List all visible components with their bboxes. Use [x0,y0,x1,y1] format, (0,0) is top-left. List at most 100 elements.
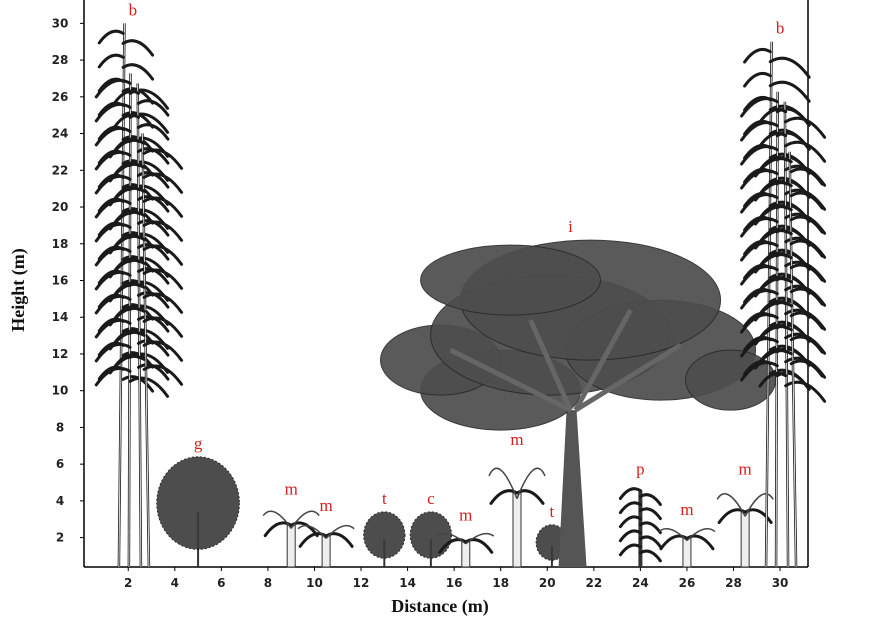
y-tick-label: 20 [52,200,69,214]
y-tick-label: 16 [52,273,69,287]
plant-label: t [382,489,387,508]
leaf [620,545,640,555]
crown [364,512,405,558]
leaf [144,222,181,240]
x-tick-label: 10 [306,576,323,590]
plant [298,526,354,567]
plant-label: t [550,502,555,521]
leaf [745,73,771,86]
plant [364,512,405,567]
y-tick-label: 8 [56,420,64,434]
y-axis-title: Height (m) [8,248,29,331]
leaf [770,82,809,101]
x-tick-label: 18 [492,576,509,590]
pseudostem [513,493,521,567]
leaf [144,198,181,216]
plant [157,457,240,567]
x-tick-label: 28 [725,576,742,590]
leaf [745,49,771,62]
plant [742,42,825,567]
leaf [620,503,640,513]
leaf [144,270,181,288]
plant-label: b [776,19,785,38]
y-tick-label: 2 [56,531,64,545]
leaf [123,41,152,55]
plant-label: m [510,430,523,449]
x-tick-label: 12 [353,576,370,590]
leaf [123,65,152,79]
x-tick-label: 30 [772,576,789,590]
leaf [620,517,640,527]
leaf [620,531,640,541]
y-tick-label: 28 [52,53,69,67]
pseudostem [683,538,691,567]
leaf [640,523,660,533]
leaf [144,150,181,168]
plant-label: p [636,460,645,479]
leaf [144,246,181,264]
y-tick-label: 14 [52,310,69,324]
plant-label: b [129,0,138,19]
leaf [99,31,123,43]
vegetation-profile: Distance (m) Height (m) b g m m t c m m t i p m m b 2… [0,0,891,619]
canopy [421,245,601,315]
x-tick-label: 20 [539,576,556,590]
x-tick-label: 2 [124,576,132,590]
plant-label: g [194,434,203,453]
plant-label: m [459,505,472,524]
plant-label: m [319,496,332,515]
x-tick-label: 4 [171,576,179,590]
leaf [144,294,181,312]
plant [410,512,451,567]
plants: b g m m t c m m t i p m m b [96,0,824,567]
leaf [115,115,139,127]
crown [410,512,451,558]
crown [157,457,240,550]
x-tick-label: 24 [632,576,649,590]
y-tick-label: 18 [52,237,69,251]
y-tick-label: 4 [56,494,64,508]
x-tick-label: 6 [217,576,225,590]
pseudostem [741,512,749,567]
plant-label: i [568,217,573,236]
leaf [115,91,139,103]
y-tick-label: 6 [56,457,64,471]
leaf [640,537,660,547]
y-tick-label: 24 [52,127,69,141]
pseudostem [462,542,470,567]
x-tick-label: 14 [399,576,416,590]
x-axis-title: Distance (m) [391,596,488,617]
leaf [144,174,181,192]
x-tick-label: 16 [446,576,463,590]
leaf [144,366,181,384]
pseudostem [322,536,330,567]
plant [620,489,660,567]
x-tick-label: 22 [585,576,602,590]
x-tick-label: 8 [264,576,272,590]
y-tick-label: 10 [52,384,69,398]
plant-label: c [427,489,435,508]
leaf [640,495,660,505]
leaf [99,55,123,67]
leaf [144,342,181,360]
leaf [640,551,660,561]
plant-label: m [680,500,693,519]
y-tick-label: 26 [52,90,69,104]
plant-label: m [285,480,298,499]
leaf [770,58,809,77]
y-tick-label: 22 [52,163,69,177]
leaf [786,382,825,401]
y-tick-label: 30 [52,16,69,30]
leaf [620,489,640,499]
leaf [144,318,181,336]
plant [263,511,319,567]
pseudostem [287,525,295,567]
x-tick-label: 26 [679,576,696,590]
plant [489,468,545,567]
plant [717,494,773,567]
plant-label: m [739,460,752,479]
trunk [559,410,587,567]
leaf [640,509,660,519]
plant [659,529,715,567]
y-tick-label: 12 [52,347,69,361]
